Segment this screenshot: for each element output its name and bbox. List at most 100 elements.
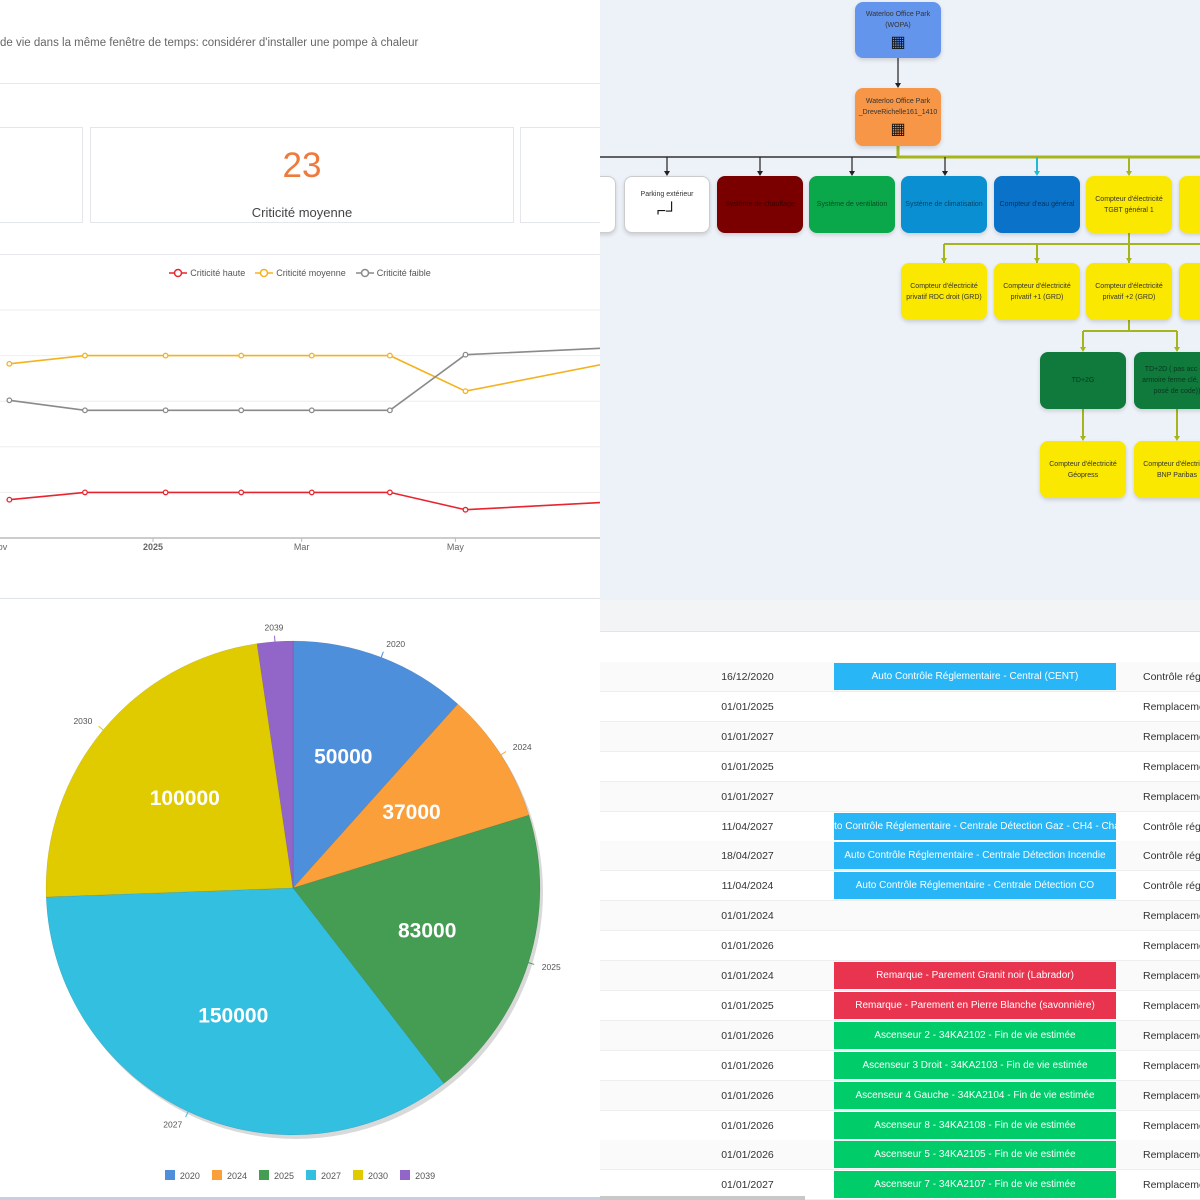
arrow-head-icon	[664, 171, 670, 176]
horizontal-scrollbar[interactable]	[600, 1196, 805, 1200]
pie-legend-item[interactable]: 2024	[211, 1170, 247, 1181]
table-row[interactable]: 01/01/2024 Remarque - Parement Granit noi…	[600, 961, 1200, 991]
data-point[interactable]	[82, 489, 88, 496]
table-row[interactable]: 01/01/2026 Ascenseur 8 - 34KA2108 - Fin d…	[600, 1110, 1200, 1141]
table-row[interactable]: 01/01/2024 Remplaceme	[600, 901, 1200, 932]
data-point[interactable]	[386, 489, 393, 496]
table-row[interactable]: 11/04/2024 Auto Contrôle Réglementaire - …	[600, 871, 1200, 902]
stairs-icon: ⌐┘	[656, 202, 678, 220]
type-cell: Contrôle rég	[1143, 880, 1200, 893]
x-tick-label: Mar	[294, 542, 310, 552]
date-cell: 01/01/2024	[721, 970, 774, 982]
data-point[interactable]	[462, 506, 469, 513]
action-badge[interactable]: Remarque - Parement en Pierre Blanche (s…	[834, 991, 1116, 1019]
data-point[interactable]	[386, 407, 393, 414]
asset-tree-diagram: Waterloo Office Park (WOPA) ▦ Waterloo Off…	[600, 0, 1200, 600]
table-row[interactable]: 01/01/2027 Remplaceme	[600, 721, 1200, 752]
pie-slice-2024[interactable]	[292, 703, 530, 889]
table-row[interactable]: 01/01/2025 Remarque - Parement en Pierre …	[600, 990, 1200, 1021]
data-point[interactable]	[308, 407, 315, 414]
pie-legend-item[interactable]: 2020	[164, 1170, 200, 1181]
node-level1[interactable]: Système de ventilation	[809, 176, 895, 233]
node-level2[interactable]: Compteur d'électricité privatif +2 (GRD)	[1086, 263, 1172, 320]
table-row[interactable]: 16/12/2020 Auto Contrôle Réglementaire - …	[600, 662, 1200, 692]
data-point[interactable]	[6, 496, 13, 503]
node-wopa[interactable]: Waterloo Office Park (WOPA) ▦	[855, 2, 941, 58]
kpi-card-medium[interactable]: 23 Criticité moyenne	[90, 127, 514, 223]
table-row[interactable]: 01/01/2026 Ascenseur 3 Droit - 34KA2103 -…	[600, 1050, 1200, 1081]
node-label: Waterloo Office Park (WOPA)	[865, 10, 931, 29]
arrow-head-icon	[757, 171, 763, 176]
kpi-card-low[interactable]	[520, 127, 600, 223]
legend-swatch-icon	[400, 1170, 411, 1180]
data-point[interactable]	[162, 489, 169, 496]
action-badge[interactable]: Ascenseur 7 - 34KA2107 - Fin de vie esti…	[834, 1171, 1116, 1199]
data-point[interactable]	[308, 489, 315, 496]
data-point[interactable]	[82, 407, 88, 414]
data-point[interactable]	[82, 352, 88, 359]
data-point[interactable]	[462, 351, 469, 358]
legend-swatch-icon	[258, 1170, 269, 1180]
node-level2[interactable]: d'é c	[1179, 263, 1200, 320]
action-badge[interactable]: Ascenseur 5 - 34KA2105 - Fin de vie esti…	[834, 1141, 1116, 1169]
node-level3[interactable]: TD+2D ( pas acc car armoire ferme clé, p…	[1134, 352, 1200, 409]
pie-legend-item[interactable]: 2039	[400, 1170, 435, 1181]
table-row[interactable]: 01/01/2026 Ascenseur 5 - 34KA2105 - Fin d…	[600, 1140, 1200, 1171]
node-level2[interactable]: Compteur d'électricité privatif RDC droi…	[901, 263, 987, 320]
action-badge[interactable]: Auto Contrôle Réglementaire - Centrale D…	[834, 872, 1116, 900]
divider	[0, 1197, 600, 1200]
action-badge[interactable]: Ascenseur 3 Droit - 34KA2103 - Fin de vi…	[834, 1051, 1116, 1079]
data-point[interactable]	[6, 397, 13, 404]
data-point[interactable]	[462, 388, 469, 395]
data-point[interactable]	[238, 489, 245, 496]
node-level1[interactable]: d'	[1179, 176, 1200, 233]
node-level1[interactable]: Système de climatisation	[901, 176, 987, 233]
node-level1[interactable]: Parking extérieur ⌐┘	[624, 176, 710, 233]
table-row[interactable]: 01/01/2026 Ascenseur 4 Gauche - 34KA2104 …	[600, 1080, 1200, 1111]
badge-label: Ascenseur 5 - 34KA2105 - Fin de vie esti…	[874, 1149, 1076, 1161]
data-point[interactable]	[308, 352, 315, 359]
table-row[interactable]: 01/01/2026 Ascenseur 2 - 34KA2102 - Fin d…	[600, 1020, 1200, 1051]
node-label: Compteur d'électricité privatif +1 (GRD)	[1003, 282, 1071, 301]
table-row[interactable]: 01/01/2025 Remplaceme	[600, 751, 1200, 782]
table-row[interactable]: 01/01/2027 Remplaceme	[600, 781, 1200, 812]
node-level1[interactable]	[600, 176, 616, 233]
node-level4[interactable]: Compteur d'électricité Géopress	[1040, 441, 1126, 498]
node-level1[interactable]: Compteur d'électricité TGBT général 1	[1086, 176, 1172, 233]
table-row[interactable]: 11/04/2027 Auto Contrôle Réglementaire - …	[600, 811, 1200, 842]
data-point[interactable]	[386, 352, 393, 359]
pie-legend-item[interactable]: 2027	[306, 1170, 341, 1181]
table-row[interactable]: 01/01/2026 Remplaceme	[600, 931, 1200, 962]
action-badge[interactable]: Auto Contrôle Réglementaire - Central (C…	[834, 663, 1116, 690]
node-level3[interactable]: TD+2G	[1040, 352, 1126, 409]
action-badge[interactable]: Auto Contrôle Réglementaire - Centrale D…	[834, 812, 1116, 840]
action-badge[interactable]: Ascenseur 4 Gauche - 34KA2104 - Fin de v…	[834, 1081, 1116, 1109]
node-level1[interactable]: Compteur d'eau général	[994, 176, 1080, 233]
date-cell: 01/01/2026	[721, 1029, 774, 1042]
action-badge[interactable]: Ascenseur 8 - 34KA2108 - Fin de vie esti…	[834, 1111, 1116, 1139]
data-point[interactable]	[162, 407, 169, 414]
action-badge[interactable]: Remarque - Parement Granit noir (Labrado…	[834, 962, 1116, 989]
action-badge[interactable]: Ascenseur 2 - 34KA2102 - Fin de vie esti…	[834, 1021, 1116, 1049]
pie-legend-item[interactable]: 2030	[353, 1170, 388, 1181]
action-badge[interactable]: Auto Contrôle Réglementaire - Centrale D…	[834, 842, 1116, 870]
legend-item-medium[interactable]: Criticité moyenne	[255, 268, 346, 278]
data-point[interactable]	[162, 352, 169, 359]
data-point[interactable]	[238, 352, 245, 359]
table-row[interactable]: 01/01/2027 Ascenseur 7 - 34KA2107 - Fin d…	[600, 1170, 1200, 1200]
data-point[interactable]	[238, 407, 245, 414]
pie-legend-item[interactable]: 2025	[258, 1170, 294, 1181]
table-row[interactable]: 18/04/2027 Auto Contrôle Réglementaire - …	[600, 841, 1200, 872]
node-level1[interactable]: Système de chauffage	[717, 176, 803, 233]
legend-item-high[interactable]: Criticité haute	[169, 268, 245, 278]
kpi-card-high[interactable]	[0, 127, 83, 223]
budget-pie-chart: 50000 2020 37000 2024 83000 2025 150000 2027 100…	[45, 623, 561, 1139]
pie-slice-2025[interactable]	[292, 814, 541, 1084]
node-level4[interactable]: Compteur d'électricité BNP Paribas	[1134, 441, 1200, 498]
legend-item-low[interactable]: Criticité faible	[355, 268, 431, 278]
node-site[interactable]: Waterloo Office Park _DreveRichelle161_1…	[855, 88, 941, 146]
node-level2[interactable]: Compteur d'électricité privatif +1 (GRD)	[994, 263, 1080, 320]
data-point[interactable]	[6, 360, 13, 367]
table-row[interactable]: 01/01/2025 Remplaceme	[600, 691, 1200, 722]
pie-slice-2030[interactable]	[45, 643, 294, 898]
